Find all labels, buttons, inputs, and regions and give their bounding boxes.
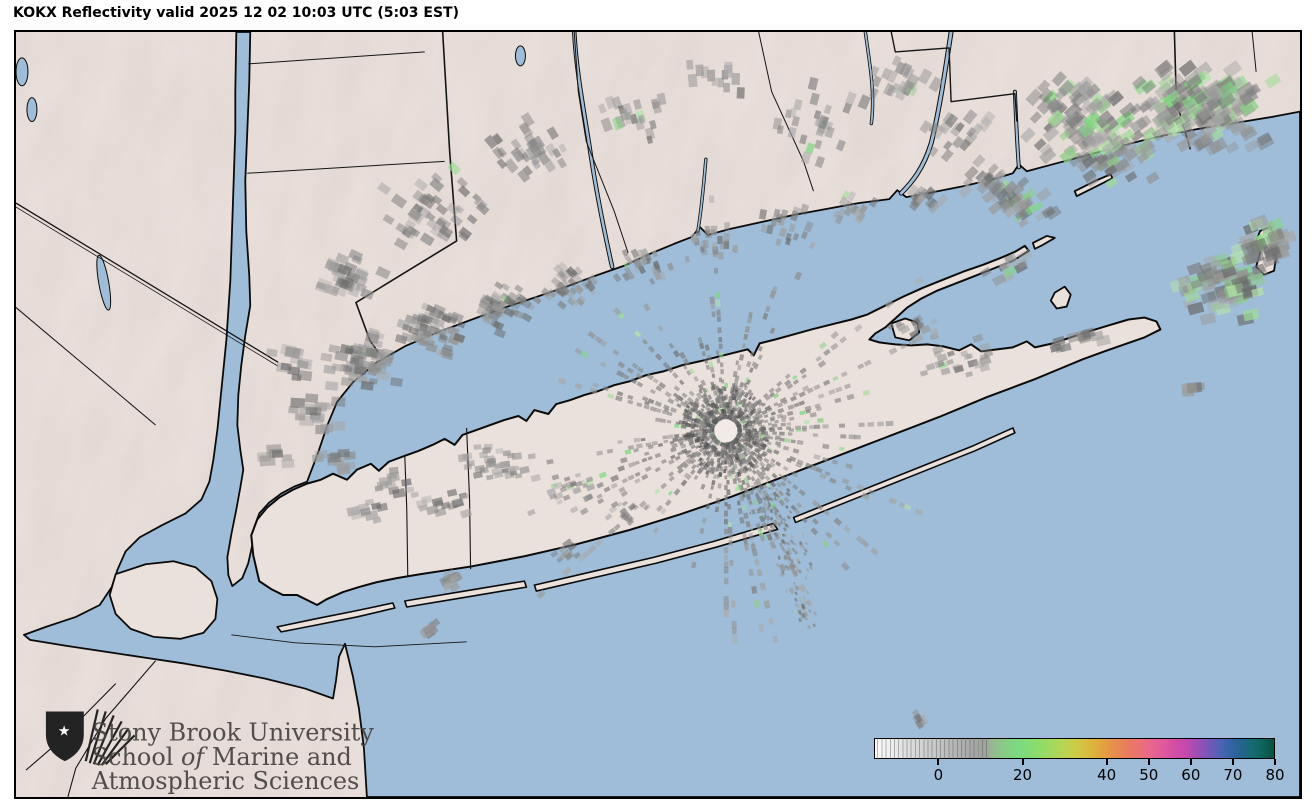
- sbu-shield-rays-icon: [84, 709, 136, 766]
- logo-line-1: Stony Brook University: [92, 718, 375, 746]
- colorbar-tick: [1189, 759, 1192, 765]
- colorbar-tick-label: 40: [1097, 766, 1117, 784]
- colorbar-tick: [1231, 759, 1234, 765]
- barrier-islands: [276, 427, 1016, 633]
- logo-line-2: School of Marine and: [92, 743, 352, 771]
- colorbar-tick-label: 80: [1265, 766, 1285, 784]
- colorbar-gradient: [874, 738, 1275, 759]
- reflectivity-colorbar: 0 20 40 50 60 70 80: [874, 738, 1285, 790]
- radar-echo-layer: [257, 55, 1298, 730]
- colorbar-tick-label: 20: [1012, 766, 1033, 784]
- colorbar-tick-label: 70: [1223, 766, 1243, 784]
- logo-line-3: Atmospheric Sciences: [91, 767, 360, 795]
- radar-cone-of-silence: [713, 418, 738, 443]
- colorbar-tick: [1021, 759, 1024, 765]
- page-title: KOKX Reflectivity valid 2025 12 02 10:03…: [13, 5, 460, 21]
- sbu-shield-star-icon: ★: [58, 723, 71, 739]
- colorbar-tick-label: 60: [1181, 766, 1201, 784]
- sbu-shield-icon: [45, 711, 84, 762]
- colorbar-tick-label: 0: [933, 766, 944, 784]
- colorbar-tick: [1105, 759, 1108, 765]
- logo: ★ Stony Brook University School of Marin…: [45, 709, 375, 795]
- colorbar-tick: [937, 759, 940, 765]
- colorbar-tick: [1147, 759, 1150, 765]
- radar-map: ★ Stony Brook University School of Marin…: [14, 30, 1302, 799]
- map-canvas: ★ Stony Brook University School of Marin…: [16, 32, 1300, 797]
- colorbar-step-stripes: [874, 738, 989, 759]
- colorbar-tick: [1274, 759, 1276, 765]
- colorbar-tick-label: 50: [1139, 766, 1159, 784]
